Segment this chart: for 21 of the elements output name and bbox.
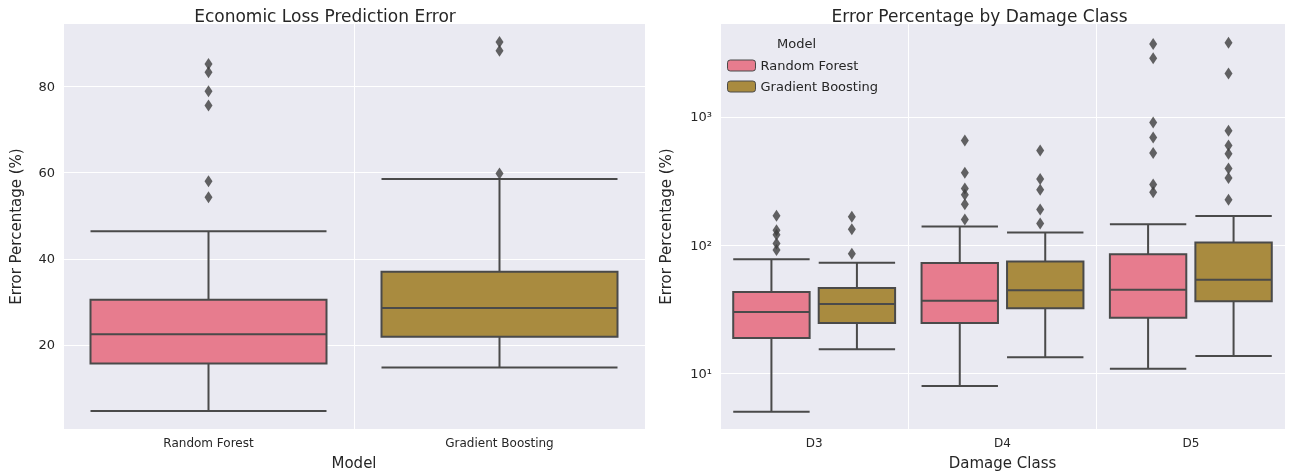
- y-tick-label: 40: [38, 251, 55, 267]
- legend-title: Model: [777, 36, 817, 51]
- y-tick-label: 60: [38, 165, 55, 181]
- x-axis-title: Model: [331, 453, 377, 472]
- y-tick-label: 10³: [690, 109, 712, 125]
- x-tick-label: Random Forest: [163, 436, 254, 450]
- y-axis-title: Error Percentage (%): [6, 148, 25, 305]
- y-tick-label: 80: [38, 78, 55, 94]
- x-axis-title: Damage Class: [948, 453, 1057, 472]
- y-tick-label: 20: [38, 337, 55, 353]
- x-tick-label: D4: [994, 436, 1011, 450]
- y-tick-label: 10²: [690, 237, 712, 253]
- legend-label: Random Forest: [760, 58, 859, 73]
- legend-label: Gradient Boosting: [760, 79, 879, 94]
- x-tick-label: D3: [805, 436, 823, 450]
- x-tick-label: Gradient Boosting: [445, 436, 554, 450]
- chart-title: Economic Loss Prediction Error: [194, 5, 456, 26]
- y-axis-title: Error Percentage (%): [656, 148, 675, 305]
- y-tick-label: 10¹: [690, 366, 712, 382]
- x-tick-label: D5: [1182, 436, 1200, 450]
- chart-title: Error Percentage by Damage Class: [831, 5, 1128, 26]
